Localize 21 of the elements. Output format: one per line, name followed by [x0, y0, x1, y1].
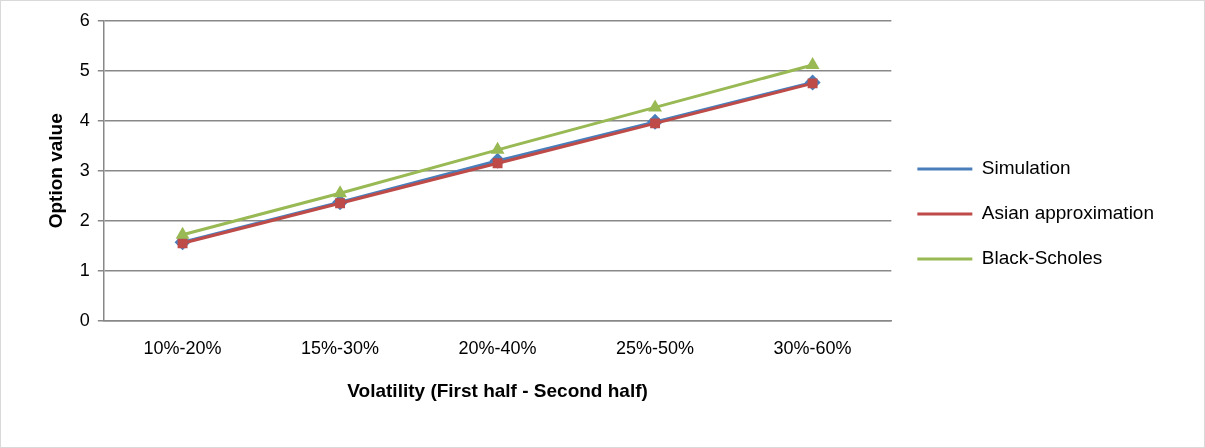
- point: [333, 185, 347, 198]
- x-tick-label: 15%-30%: [301, 338, 380, 359]
- point: [805, 56, 820, 69]
- legend-label: Asian approximation: [981, 202, 1155, 224]
- x-tick-label: 30%-60%: [773, 338, 852, 359]
- y-tick-label: 0: [79, 309, 90, 330]
- legend-label: Black-Scholes: [981, 247, 1103, 269]
- y-axis-title: Option value: [44, 113, 66, 229]
- y-tick-label: 3: [79, 159, 90, 180]
- legend-label: Simulation: [981, 157, 1071, 179]
- point: [648, 99, 663, 112]
- x-axis-title: Volatility (First half - Second half): [347, 379, 648, 401]
- x-tick-label: 20%-40%: [458, 338, 537, 359]
- y-tick-label: 5: [79, 59, 90, 80]
- point: [490, 141, 505, 154]
- x-tick-label: 10%-20%: [143, 338, 222, 359]
- y-tick-label: 6: [79, 9, 90, 30]
- y-tick-label: 4: [79, 109, 90, 130]
- y-tick-label: 1: [79, 259, 90, 280]
- y-tick-label: 2: [79, 209, 90, 230]
- x-tick-label: 25%-50%: [616, 338, 695, 359]
